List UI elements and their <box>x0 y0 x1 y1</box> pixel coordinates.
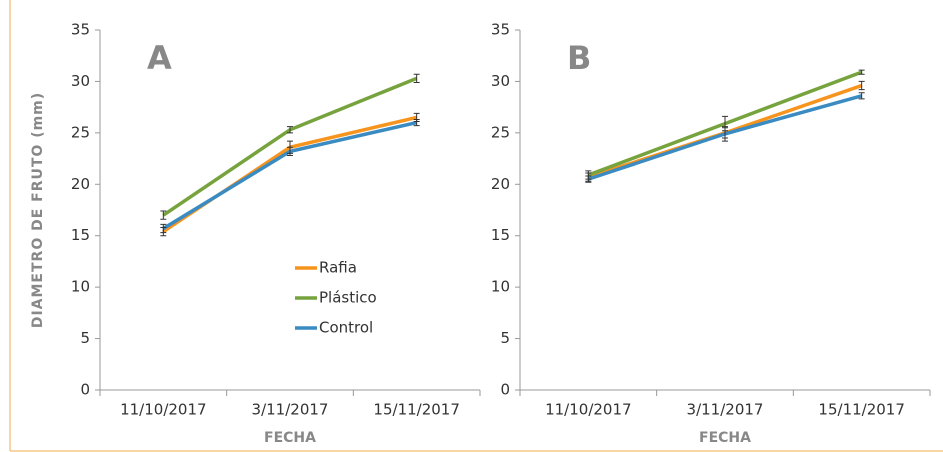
y-tick-label: 15 <box>491 226 510 244</box>
y-tick-label: 10 <box>71 278 90 296</box>
y-tick-label: 25 <box>71 123 90 141</box>
x-tick-label: 3/11/2017 <box>687 401 764 419</box>
error-bar <box>160 223 167 234</box>
x-axis-label: FECHA <box>699 430 751 446</box>
error-bar <box>858 92 865 100</box>
error-bar <box>413 118 420 127</box>
y-tick-label: 15 <box>71 226 90 244</box>
y-tick-label: 5 <box>500 329 510 347</box>
legend-label: Control <box>319 319 373 337</box>
error-bar <box>722 126 728 142</box>
x-axis-label: FECHA <box>264 430 316 446</box>
panel-label: B <box>567 39 591 77</box>
x-tick-label: 11/10/2017 <box>545 401 631 419</box>
y-tick-label: 35 <box>491 21 510 39</box>
error-bar <box>287 146 293 156</box>
error-bar <box>160 210 167 220</box>
legend-label: Plástico <box>319 289 377 307</box>
x-tick-label: 15/11/2017 <box>373 401 459 419</box>
series-line <box>162 120 418 231</box>
y-tick-label: 30 <box>491 72 510 90</box>
x-tick-label: 15/11/2017 <box>818 401 904 419</box>
y-tick-label: 10 <box>491 278 510 296</box>
error-bar <box>287 126 293 134</box>
y-axis-label: DIAMETRO DE FRUTO (mm) <box>30 92 46 328</box>
panel-label: A <box>147 39 172 77</box>
y-tick-label: 0 <box>500 381 510 399</box>
y-tick-label: 0 <box>80 381 90 399</box>
y-tick-label: 20 <box>491 175 510 193</box>
x-tick-label: 11/10/2017 <box>120 401 206 419</box>
error-bar <box>413 73 420 83</box>
error-bar <box>585 175 592 183</box>
y-tick-label: 5 <box>80 329 90 347</box>
series-line <box>162 115 418 234</box>
y-tick-label: 35 <box>71 21 90 39</box>
error-bar <box>858 69 865 75</box>
y-tick-label: 30 <box>71 72 90 90</box>
y-tick-label: 25 <box>491 123 510 141</box>
error-bar <box>858 80 865 91</box>
x-tick-label: 3/11/2017 <box>252 401 329 419</box>
legend-label: Rafia <box>319 259 357 277</box>
y-tick-label: 20 <box>71 175 90 193</box>
